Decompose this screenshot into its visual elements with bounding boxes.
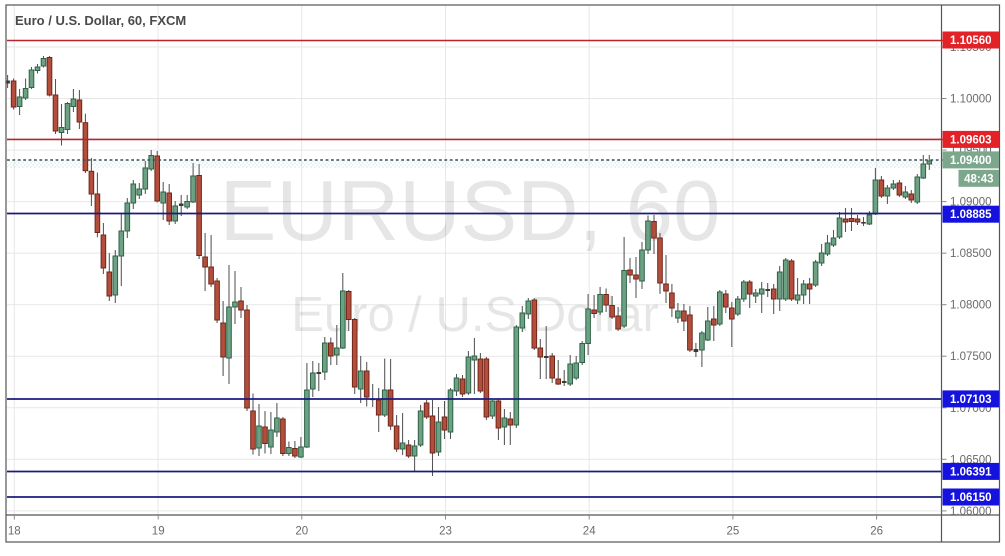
svg-text:EURUSD, 60: EURUSD, 60 bbox=[220, 164, 721, 259]
svg-text:24: 24 bbox=[583, 526, 596, 538]
svg-text:1.09603: 1.09603 bbox=[950, 134, 992, 146]
svg-text:1.09000: 1.09000 bbox=[950, 197, 992, 209]
svg-text:19: 19 bbox=[152, 526, 165, 538]
svg-text:1.06150: 1.06150 bbox=[950, 492, 992, 504]
svg-text:25: 25 bbox=[727, 526, 740, 538]
svg-text:Euro / U.S. Dollar, 60, FXCM: Euro / U.S. Dollar, 60, FXCM bbox=[15, 13, 186, 28]
svg-text:26: 26 bbox=[870, 526, 883, 538]
svg-text:48:43: 48:43 bbox=[964, 173, 993, 185]
svg-text:18: 18 bbox=[8, 526, 21, 538]
svg-text:1.09400: 1.09400 bbox=[950, 155, 992, 167]
svg-text:1.06000: 1.06000 bbox=[950, 506, 992, 518]
svg-text:1.07103: 1.07103 bbox=[950, 394, 992, 406]
svg-text:1.07500: 1.07500 bbox=[950, 351, 992, 363]
svg-text:1.08000: 1.08000 bbox=[950, 300, 992, 312]
svg-text:1.08885: 1.08885 bbox=[950, 209, 992, 221]
svg-text:1.10560: 1.10560 bbox=[950, 35, 992, 47]
svg-text:1.08500: 1.08500 bbox=[950, 248, 992, 260]
svg-text:1.06391: 1.06391 bbox=[950, 466, 992, 478]
svg-text:1.10000: 1.10000 bbox=[950, 94, 992, 106]
svg-text:23: 23 bbox=[439, 526, 452, 538]
svg-text:20: 20 bbox=[295, 526, 308, 538]
